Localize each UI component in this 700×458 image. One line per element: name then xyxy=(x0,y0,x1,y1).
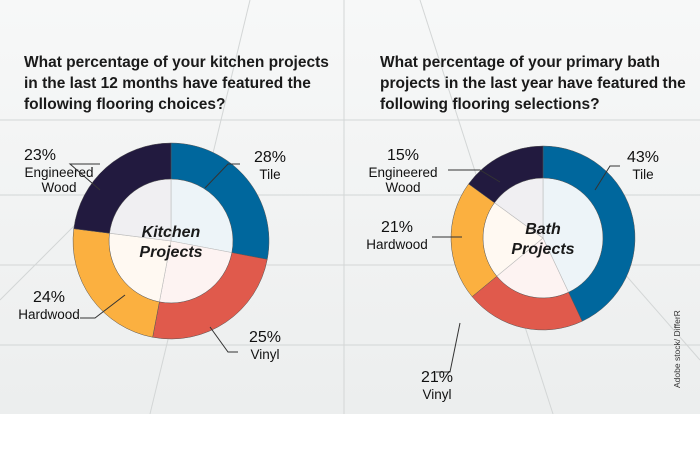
kitchen-label-hardwood: 24% Hardwood xyxy=(18,289,80,322)
center-label: Projects xyxy=(511,241,574,258)
center-label: Kitchen xyxy=(142,224,201,241)
leader-line xyxy=(448,169,501,183)
leader-line xyxy=(204,163,240,189)
photo-credit: Adobe stock/ DifferR xyxy=(672,310,682,388)
bath-chart-title: What percentage of your primary bath pro… xyxy=(380,54,686,113)
leader-line xyxy=(594,165,620,191)
donut-slice-engineered-wood xyxy=(468,145,544,204)
leader-line xyxy=(80,294,126,319)
leader-line xyxy=(209,326,238,353)
leader-line xyxy=(68,163,101,191)
donut-charts: Kitchen Projects Bath Projects xyxy=(68,142,636,373)
donut-slice-engineered-wood xyxy=(73,142,172,234)
bath-label-hardwood: 21% Hardwood xyxy=(366,219,428,252)
kitchen-label-vinyl: 25% Vinyl xyxy=(248,329,282,362)
kitchen-label-engineered: 23% Engineered Wood xyxy=(24,147,94,195)
leader-line xyxy=(436,322,461,373)
kitchen-chart-title: What percentage of your kitchen projects… xyxy=(24,54,329,113)
center-label: Projects xyxy=(139,244,202,261)
bath-label-engineered: 15% Engineered Wood xyxy=(368,147,438,195)
bath-label-tile: 43% Tile xyxy=(626,149,660,182)
infographic: What percentage of your kitchen projects… xyxy=(0,0,700,414)
bath-label-vinyl: 21% Vinyl xyxy=(420,369,454,402)
donut-slice-tile xyxy=(542,145,636,322)
center-label: Bath xyxy=(525,221,561,238)
kitchen-label-tile: 28% Tile xyxy=(253,149,287,182)
